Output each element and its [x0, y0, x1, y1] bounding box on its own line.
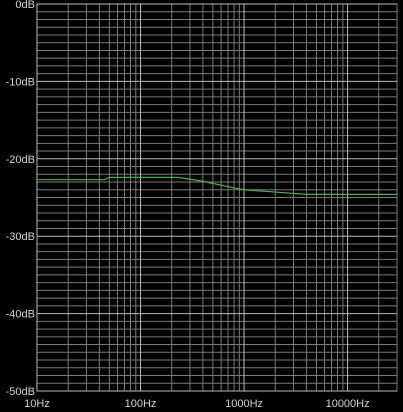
x-tick-label: 10000Hz — [326, 398, 370, 410]
y-tick-label: 0dB — [15, 0, 35, 11]
x-tick-label: 1000Hz — [225, 398, 263, 410]
y-tick-label: -40dB — [6, 309, 35, 321]
data-line — [37, 176, 397, 196]
y-tick-label: -30dB — [6, 231, 35, 243]
x-tick-label: 100Hz — [125, 398, 157, 410]
y-tick-label: -20dB — [6, 154, 35, 166]
y-tick-label: -50dB — [6, 386, 35, 398]
y-tick-label: -10dB — [6, 76, 35, 88]
x-tick-label: 10Hz — [24, 398, 50, 410]
